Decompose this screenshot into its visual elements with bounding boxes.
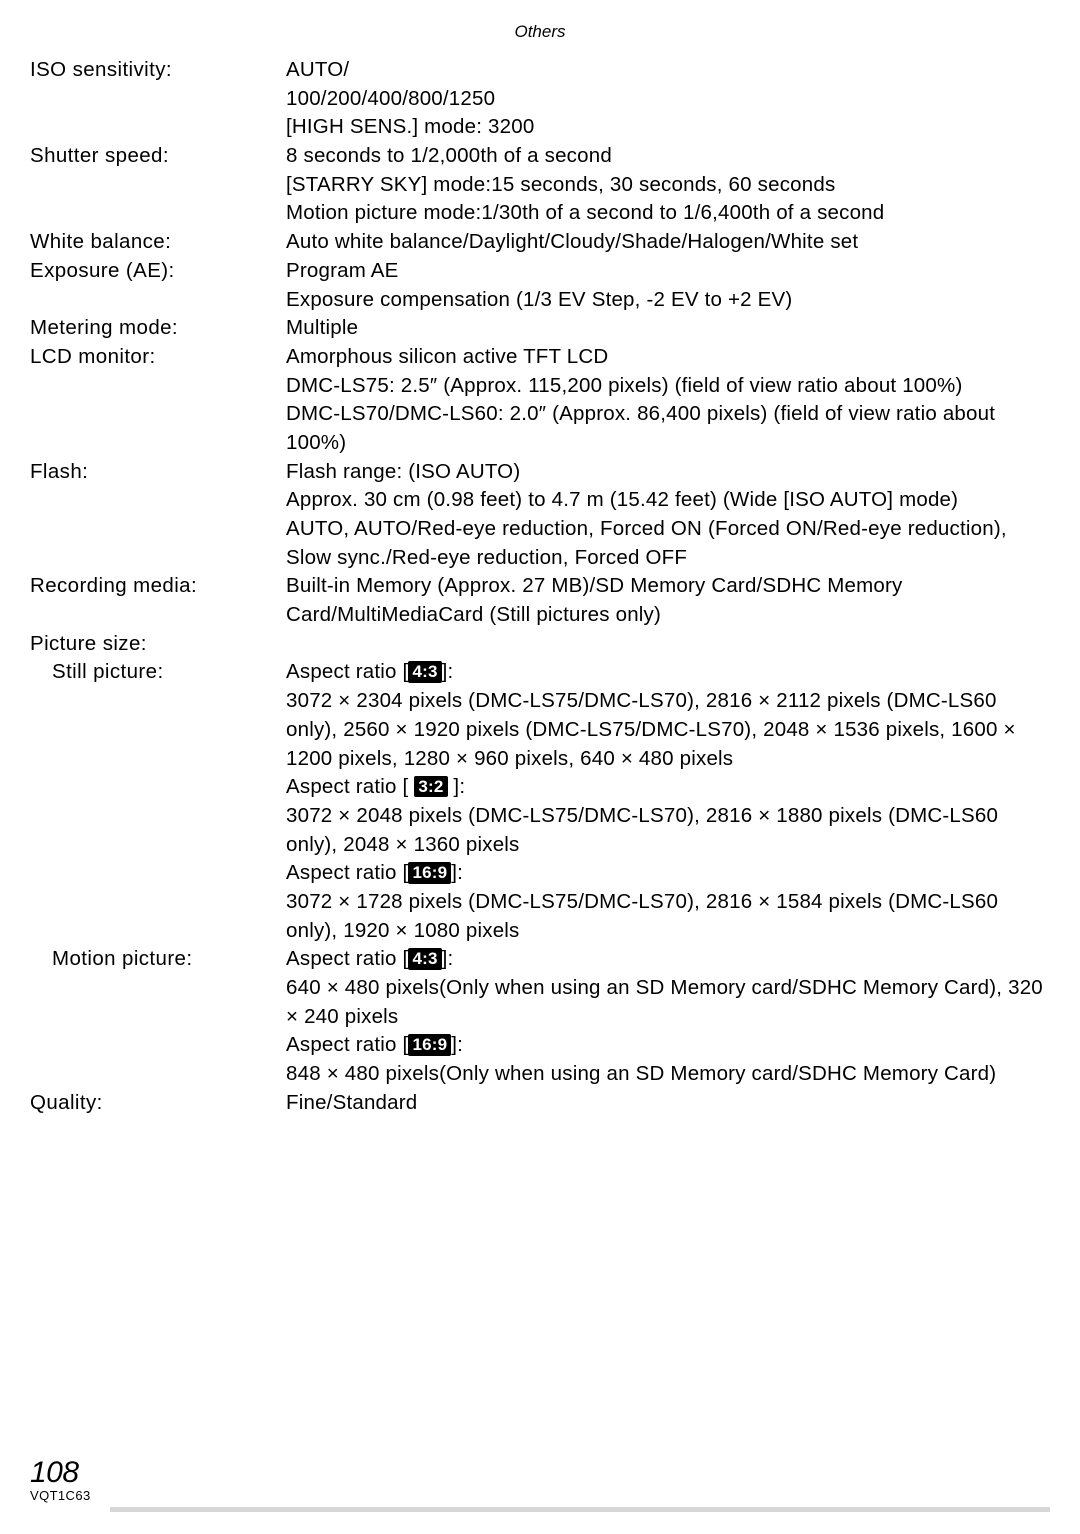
spec-label: Exposure (AE): bbox=[30, 257, 286, 314]
spec-line: 3072 × 1728 pixels (DMC-LS75/DMC-LS70), … bbox=[286, 888, 1050, 945]
spec-row-quality: Quality: Fine/Standard bbox=[30, 1089, 1050, 1118]
aspect-ratio-line: Aspect ratio [16:9]: bbox=[286, 1031, 1050, 1060]
spec-label: White balance: bbox=[30, 228, 286, 257]
ratio-intro: Aspect ratio [ bbox=[286, 1033, 408, 1056]
aspect-ratio-line: Aspect ratio [4:3]: bbox=[286, 945, 1050, 974]
spec-line: [STARRY SKY] mode:15 seconds, 30 seconds… bbox=[286, 171, 1050, 200]
aspect-ratio-line: Aspect ratio [ 3:2 ]: bbox=[286, 773, 1050, 802]
spec-line: Exposure compensation (1/3 EV Step, -2 E… bbox=[286, 286, 1050, 315]
spec-line: AUTO/ bbox=[286, 56, 1050, 85]
aspect-ratio-line: Aspect ratio [16:9]: bbox=[286, 859, 1050, 888]
spec-line: 100/200/400/800/1250 bbox=[286, 85, 1050, 114]
spec-line: 640 × 480 pixels(Only when using an SD M… bbox=[286, 974, 1050, 1031]
ratio-close: ]: bbox=[451, 1033, 463, 1056]
ratio-close: ]: bbox=[442, 947, 454, 970]
spec-line: Multiple bbox=[286, 314, 1050, 343]
spec-label: Picture size: bbox=[30, 630, 286, 659]
spec-value: Flash range: (ISO AUTO) Approx. 30 cm (0… bbox=[286, 458, 1050, 573]
spec-value: AUTO/ 100/200/400/800/1250 [HIGH SENS.] … bbox=[286, 56, 1050, 142]
spec-line: Approx. 30 cm (0.98 feet) to 4.7 m (15.4… bbox=[286, 486, 1050, 515]
ratio-badge-16-9: 16:9 bbox=[408, 862, 451, 883]
spec-line: AUTO, AUTO/Red-eye reduction, Forced ON … bbox=[286, 515, 1050, 572]
spec-label: Shutter speed: bbox=[30, 142, 286, 228]
spec-row-flash: Flash: Flash range: (ISO AUTO) Approx. 3… bbox=[30, 458, 1050, 573]
ratio-close: ]: bbox=[442, 660, 454, 683]
spec-line: DMC-LS75: 2.5″ (Approx. 115,200 pixels) … bbox=[286, 372, 1050, 401]
spec-line: Built-in Memory (Approx. 27 MB)/SD Memor… bbox=[286, 572, 1050, 629]
footer-bar bbox=[110, 1507, 1050, 1512]
ratio-badge-4-3: 4:3 bbox=[408, 948, 441, 969]
page-number: 108 bbox=[30, 1456, 1050, 1490]
spec-line: 3072 × 2048 pixels (DMC-LS75/DMC-LS70), … bbox=[286, 802, 1050, 859]
spec-label: Flash: bbox=[30, 458, 286, 573]
spec-row-shutter: Shutter speed: 8 seconds to 1/2,000th of… bbox=[30, 142, 1050, 228]
ratio-badge-16-9: 16:9 bbox=[408, 1034, 451, 1055]
spec-value bbox=[286, 630, 1050, 659]
spec-line: 3072 × 2304 pixels (DMC-LS75/DMC-LS70), … bbox=[286, 687, 1050, 773]
spec-row-picture-size: Picture size: bbox=[30, 630, 1050, 659]
aspect-ratio-line: Aspect ratio [4:3]: bbox=[286, 658, 1050, 687]
ratio-badge-3-2: 3:2 bbox=[414, 776, 447, 797]
section-header: Others bbox=[30, 22, 1050, 42]
ratio-intro: Aspect ratio [ bbox=[286, 660, 408, 683]
ratio-badge-4-3: 4:3 bbox=[408, 661, 441, 682]
spec-line: DMC-LS70/DMC-LS60: 2.0″ (Approx. 86,400 … bbox=[286, 400, 1050, 457]
spec-line: 8 seconds to 1/2,000th of a second bbox=[286, 142, 1050, 171]
page-footer: 108 VQT1C63 bbox=[30, 1456, 1050, 1512]
spec-value: Amorphous silicon active TFT LCD DMC-LS7… bbox=[286, 343, 1050, 458]
spec-row-white-balance: White balance: Auto white balance/Daylig… bbox=[30, 228, 1050, 257]
spec-line: [HIGH SENS.] mode: 3200 bbox=[286, 113, 1050, 142]
spec-label: Still picture: bbox=[30, 658, 286, 945]
spec-row-exposure: Exposure (AE): Program AE Exposure compe… bbox=[30, 257, 1050, 314]
spec-value: Aspect ratio [4:3]: 640 × 480 pixels(Onl… bbox=[286, 945, 1050, 1088]
spec-line: Motion picture mode:1/30th of a second t… bbox=[286, 199, 1050, 228]
spec-line: 848 × 480 pixels(Only when using an SD M… bbox=[286, 1060, 1050, 1089]
spec-label: Metering mode: bbox=[30, 314, 286, 343]
spec-value: Auto white balance/Daylight/Cloudy/Shade… bbox=[286, 228, 1050, 257]
spec-label: LCD monitor: bbox=[30, 343, 286, 458]
spec-line: Amorphous silicon active TFT LCD bbox=[286, 343, 1050, 372]
ratio-close: ]: bbox=[451, 861, 463, 884]
spec-value: Program AE Exposure compensation (1/3 EV… bbox=[286, 257, 1050, 314]
ratio-close: ]: bbox=[453, 775, 465, 798]
spec-line: Flash range: (ISO AUTO) bbox=[286, 458, 1050, 487]
spec-row-lcd: LCD monitor: Amorphous silicon active TF… bbox=[30, 343, 1050, 458]
spec-line: Fine/Standard bbox=[286, 1089, 1050, 1118]
spec-label: Recording media: bbox=[30, 572, 286, 629]
spec-label: Quality: bbox=[30, 1089, 286, 1118]
spec-value: Multiple bbox=[286, 314, 1050, 343]
spec-line: Auto white balance/Daylight/Cloudy/Shade… bbox=[286, 228, 1050, 257]
spec-row-still-picture: Still picture: Aspect ratio [4:3]: 3072 … bbox=[30, 658, 1050, 945]
document-code: VQT1C63 bbox=[30, 1488, 1050, 1503]
spec-row-recording-media: Recording media: Built-in Memory (Approx… bbox=[30, 572, 1050, 629]
spec-value: Fine/Standard bbox=[286, 1089, 1050, 1118]
spec-row-iso: ISO sensitivity: AUTO/ 100/200/400/800/1… bbox=[30, 56, 1050, 142]
spec-label: Motion picture: bbox=[30, 945, 286, 1088]
ratio-intro: Aspect ratio [ bbox=[286, 947, 408, 970]
spec-label: ISO sensitivity: bbox=[30, 56, 286, 142]
spec-row-metering: Metering mode: Multiple bbox=[30, 314, 1050, 343]
ratio-intro: Aspect ratio [ bbox=[286, 861, 408, 884]
spec-value: 8 seconds to 1/2,000th of a second [STAR… bbox=[286, 142, 1050, 228]
spec-row-motion-picture: Motion picture: Aspect ratio [4:3]: 640 … bbox=[30, 945, 1050, 1088]
ratio-intro: Aspect ratio [ bbox=[286, 775, 408, 798]
spec-value: Aspect ratio [4:3]: 3072 × 2304 pixels (… bbox=[286, 658, 1050, 945]
spec-line: Program AE bbox=[286, 257, 1050, 286]
spec-value: Built-in Memory (Approx. 27 MB)/SD Memor… bbox=[286, 572, 1050, 629]
